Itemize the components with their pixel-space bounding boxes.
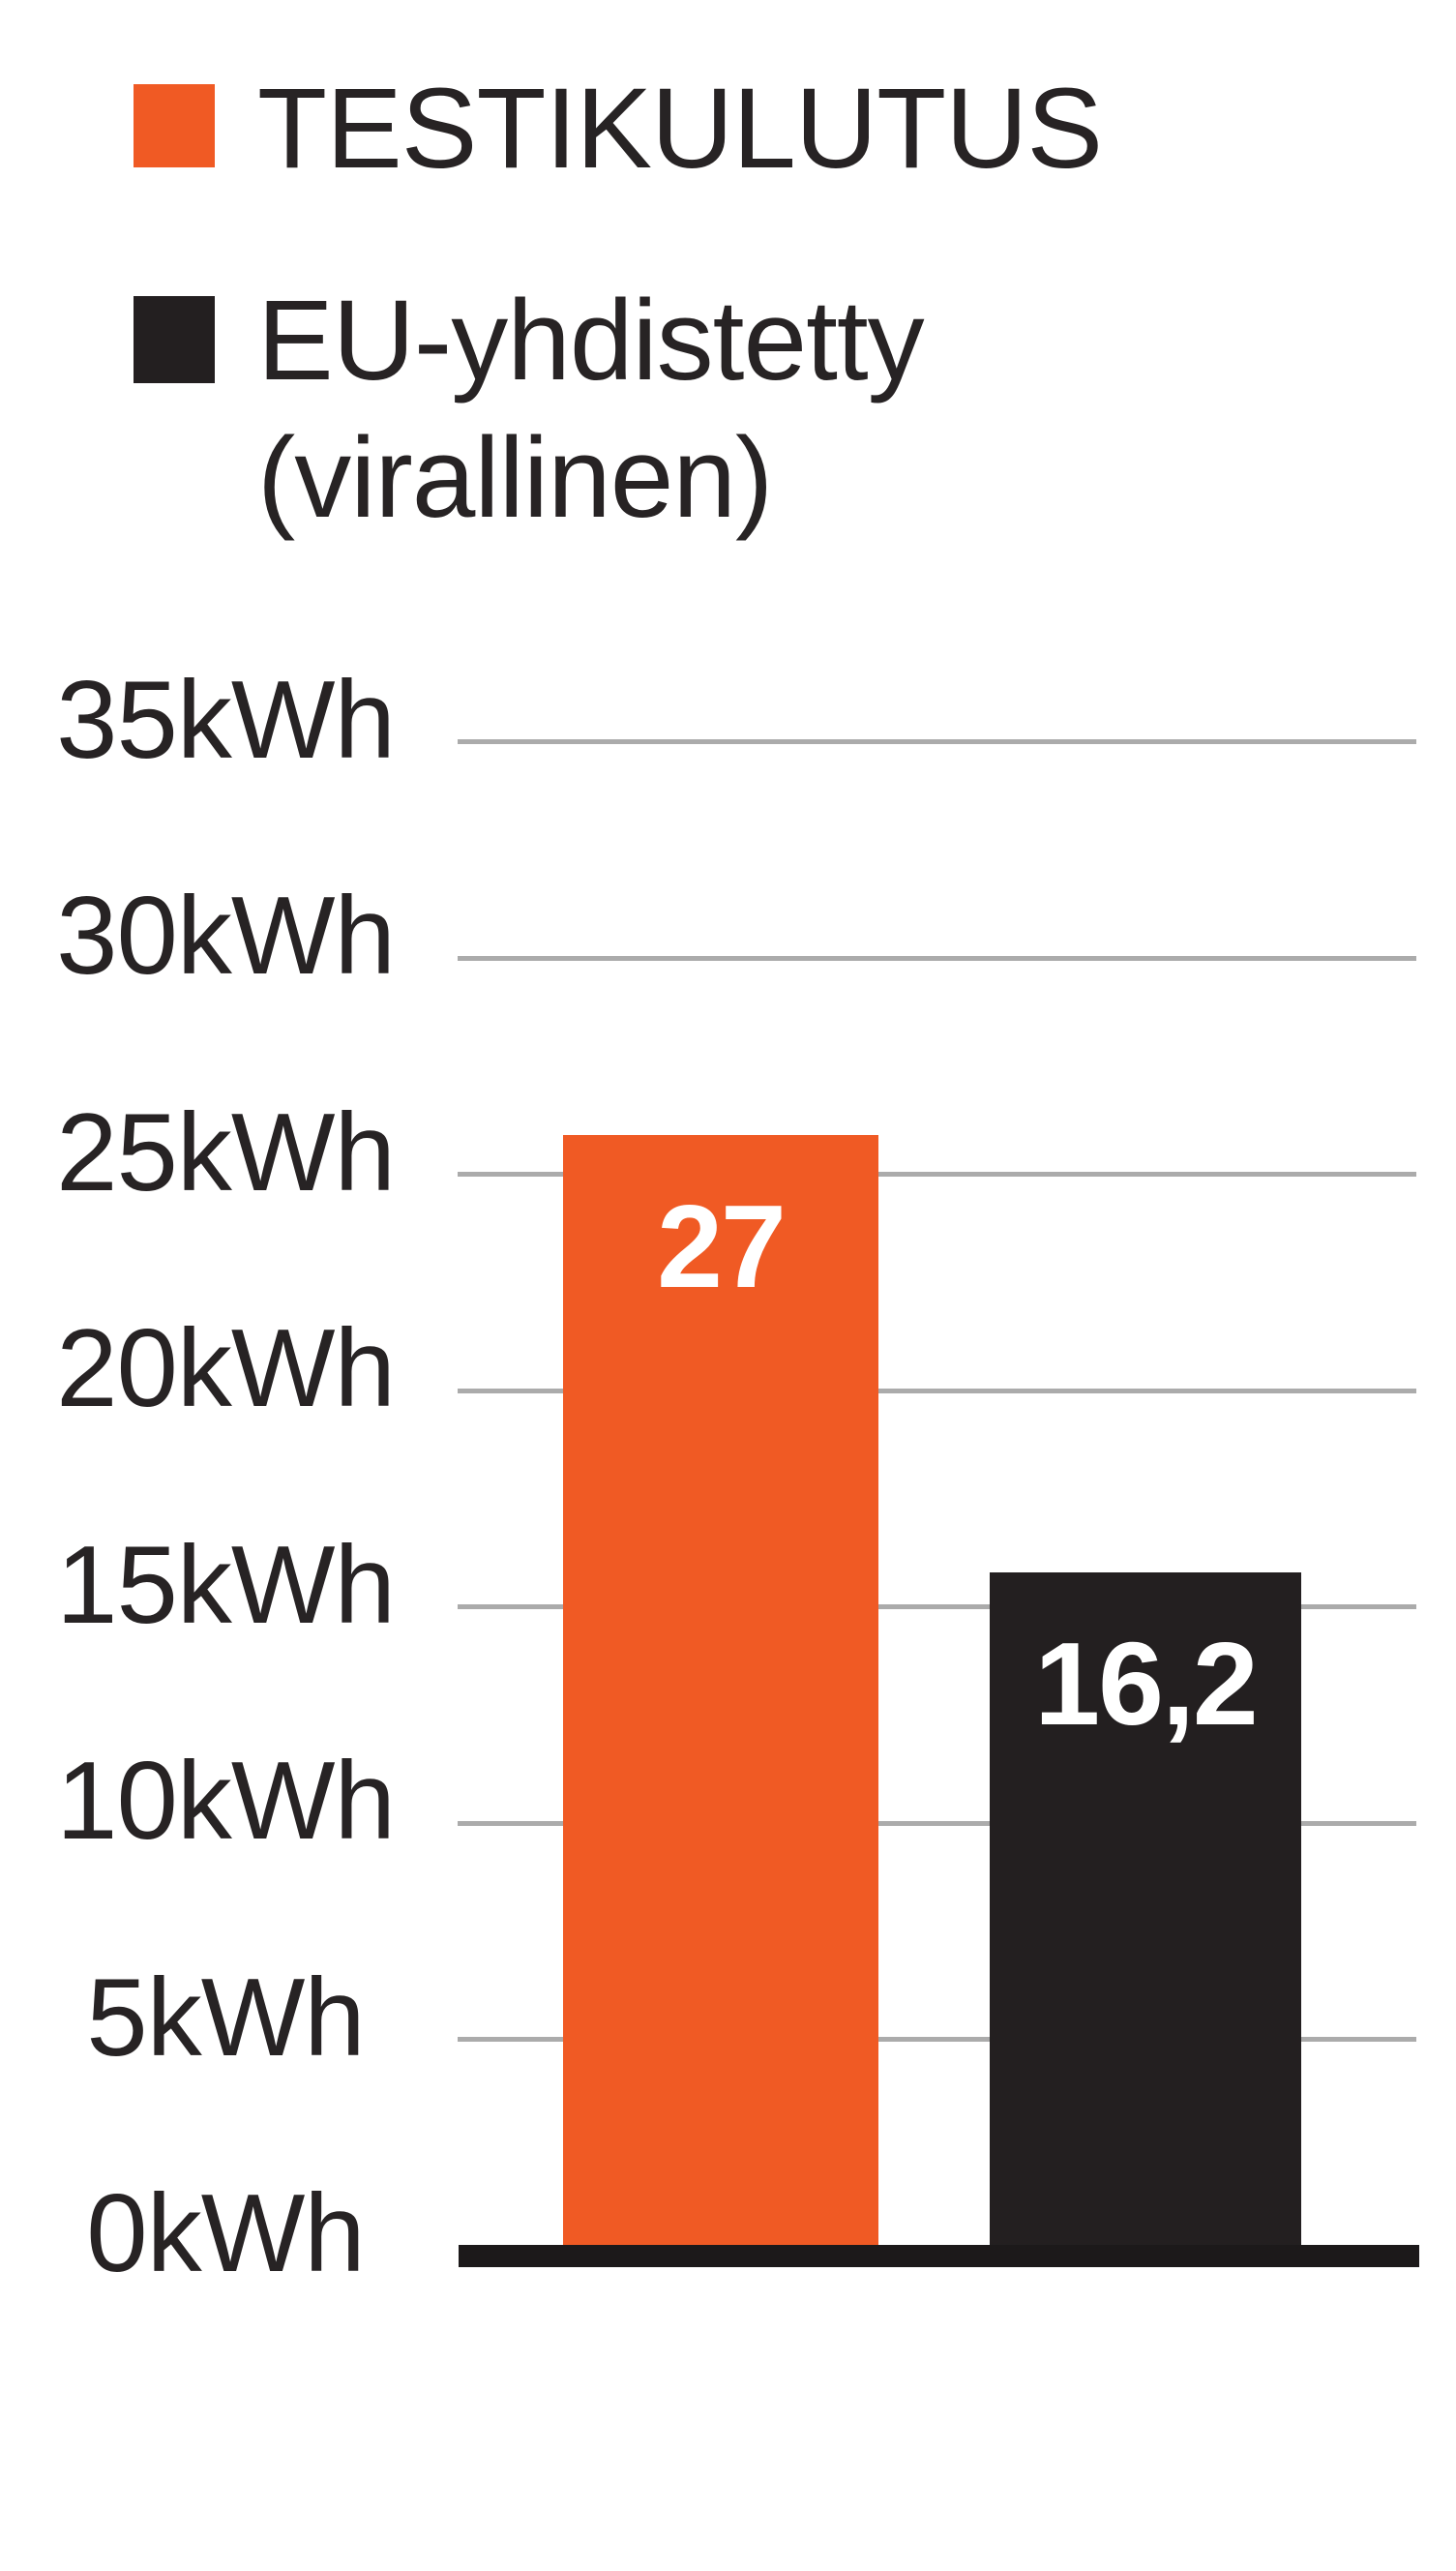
legend-swatch-eu-yhdistetty xyxy=(134,296,215,383)
x-axis-baseline xyxy=(459,2245,1419,2267)
y-axis-label-5kwh: 5kWh xyxy=(86,1956,365,2079)
y-axis-label-15kwh: 15kWh xyxy=(56,1523,396,1647)
gridline-15kwh xyxy=(458,1604,1416,1609)
legend-swatch-testikulutus xyxy=(134,84,215,167)
legend-label-testikulutus: TESTIKULUTUS xyxy=(257,65,1103,193)
gridline-30kwh xyxy=(458,955,1416,961)
bar-value-label: 16,2 xyxy=(1034,1617,1258,1749)
gridline-10kwh xyxy=(458,1820,1416,1826)
gridline-25kwh xyxy=(458,1172,1416,1177)
legend-label-line-1: EU-yhdistetty xyxy=(257,277,925,404)
gridline-35kwh xyxy=(458,739,1416,744)
y-axis-label-10kwh: 10kWh xyxy=(56,1740,396,1863)
bar-value-label: 27 xyxy=(657,1181,787,1313)
y-axis-label-35kwh: 35kWh xyxy=(56,658,396,782)
y-axis-label-20kwh: 20kWh xyxy=(56,1307,396,1430)
legend-label-eu-yhdistetty: EU-yhdistetty (virallinen) xyxy=(257,272,925,547)
legend-label-line-2: (virallinen) xyxy=(257,414,773,542)
gridline-5kwh xyxy=(458,2037,1416,2042)
gridline-20kwh xyxy=(458,1388,1416,1393)
y-axis-label-25kwh: 25kWh xyxy=(56,1091,396,1214)
bar-eu-yhdistetty-virallinen: 16,2 xyxy=(990,1571,1301,2251)
y-axis-label-30kwh: 30kWh xyxy=(56,875,396,998)
y-axis-label-0kwh: 0kWh xyxy=(86,2172,365,2295)
bar-testikulutus: 27 xyxy=(563,1135,878,2251)
